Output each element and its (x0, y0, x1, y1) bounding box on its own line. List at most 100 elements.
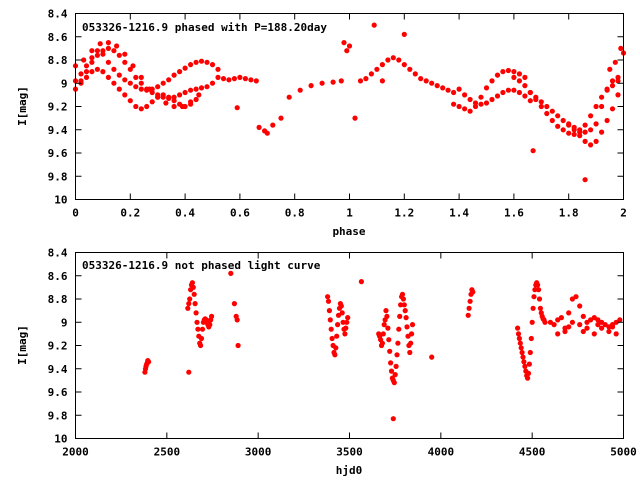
data-point (542, 319, 548, 325)
data-point (511, 74, 517, 80)
data-point (617, 317, 623, 323)
data-point (588, 113, 594, 119)
y-tick-label: 10 (54, 194, 67, 207)
x-axis: 0 0.2 0.4 0.6 0.8 1 1.2 1.4 1.6 1.8 2 (72, 13, 627, 220)
y-tick-label: 10 (54, 433, 67, 446)
data-point (401, 31, 407, 37)
y-axis: 8.4 8.6 8.8 9 9.2 9.4 9.6 9.8 10 (48, 8, 624, 207)
y-tick-label: 9.2 (48, 340, 68, 353)
data-point (517, 340, 523, 346)
data-point (606, 328, 612, 335)
data-point (177, 69, 183, 75)
data-point (618, 45, 624, 52)
data-point (116, 86, 122, 92)
data-point (593, 121, 599, 127)
data-point (325, 294, 331, 300)
data-point (381, 322, 387, 328)
data-point (332, 352, 338, 358)
data-point (516, 71, 523, 77)
data-point (215, 74, 221, 80)
data-point (429, 80, 435, 86)
data-point (478, 94, 484, 100)
x-tick-label: 0.8 (285, 207, 305, 220)
x-tick-label: 1.4 (449, 207, 469, 220)
data-point (209, 62, 216, 68)
data-point (387, 348, 393, 354)
data-point (308, 83, 314, 89)
data-point (89, 48, 95, 54)
data-point (467, 298, 473, 304)
data-point (198, 342, 204, 349)
y-tick-label: 9.2 (48, 101, 68, 114)
data-point (577, 133, 583, 139)
data-point (326, 308, 332, 314)
data-point (538, 103, 544, 110)
data-point (231, 301, 237, 307)
data-point (185, 305, 191, 311)
data-point (390, 416, 396, 422)
data-point (116, 52, 122, 58)
data-point (171, 98, 177, 104)
data-point (555, 331, 561, 337)
chart-title: 053326-1216.9 not phased light curve (82, 259, 321, 272)
unphased-light-curve-chart: 8.4 8.6 8.8 9 9.2 9.4 9.6 9.8 10 2000 2500 3000 350… (16, 247, 637, 478)
data-point (379, 78, 385, 84)
data-point (527, 349, 533, 356)
data-point (371, 22, 377, 28)
data-point (558, 315, 565, 321)
data-point (186, 301, 192, 307)
data-point (588, 127, 594, 133)
data-point (595, 322, 601, 328)
data-point (588, 142, 594, 148)
data-point (163, 100, 169, 106)
data-point (396, 57, 402, 63)
data-point (544, 110, 550, 117)
data-point (562, 328, 568, 335)
data-point (327, 317, 333, 323)
y-tick-label: 9.4 (48, 124, 68, 137)
data-point (100, 48, 106, 54)
data-point (340, 319, 346, 325)
y-tick-label: 9.8 (48, 409, 68, 422)
phased-light-curve-chart: 8.4 8.6 8.8 9 9.2 9.4 9.6 9.8 10 0 0.2 0.4 0.6 0.8 1 1… (16, 8, 627, 239)
data-point (440, 85, 446, 91)
data-point (133, 74, 139, 80)
data-point (401, 302, 407, 308)
data-point (516, 89, 523, 96)
data-point (612, 59, 618, 65)
data-point (94, 52, 100, 58)
data-point (566, 130, 572, 136)
data-point (248, 77, 254, 83)
data-point (397, 313, 403, 319)
data-point (478, 101, 484, 107)
data-point (522, 363, 528, 369)
data-point (566, 121, 572, 127)
data-point (193, 59, 199, 65)
y-tick-label: 8.6 (48, 31, 68, 44)
data-point (127, 66, 133, 72)
data-point (105, 74, 111, 80)
data-point (577, 127, 583, 133)
x-tick-label: 3000 (245, 446, 272, 459)
data-point (451, 101, 457, 107)
data-point (193, 310, 199, 316)
data-point (522, 74, 528, 80)
data-point (577, 322, 583, 328)
data-point (171, 103, 177, 110)
data-point (338, 78, 344, 84)
data-point (607, 66, 613, 72)
data-point (193, 96, 199, 103)
data-point (525, 370, 532, 376)
data-point (593, 103, 599, 110)
data-point (609, 106, 616, 112)
x-tick-label: 5000 (610, 446, 637, 459)
x-tick-label: 4500 (519, 446, 546, 459)
data-point (352, 115, 358, 121)
data-point (401, 62, 407, 68)
data-point (179, 103, 185, 110)
data-point (187, 296, 193, 302)
data-point (544, 103, 550, 110)
data-point (253, 78, 259, 84)
data-point (146, 86, 153, 92)
data-point (582, 122, 588, 128)
